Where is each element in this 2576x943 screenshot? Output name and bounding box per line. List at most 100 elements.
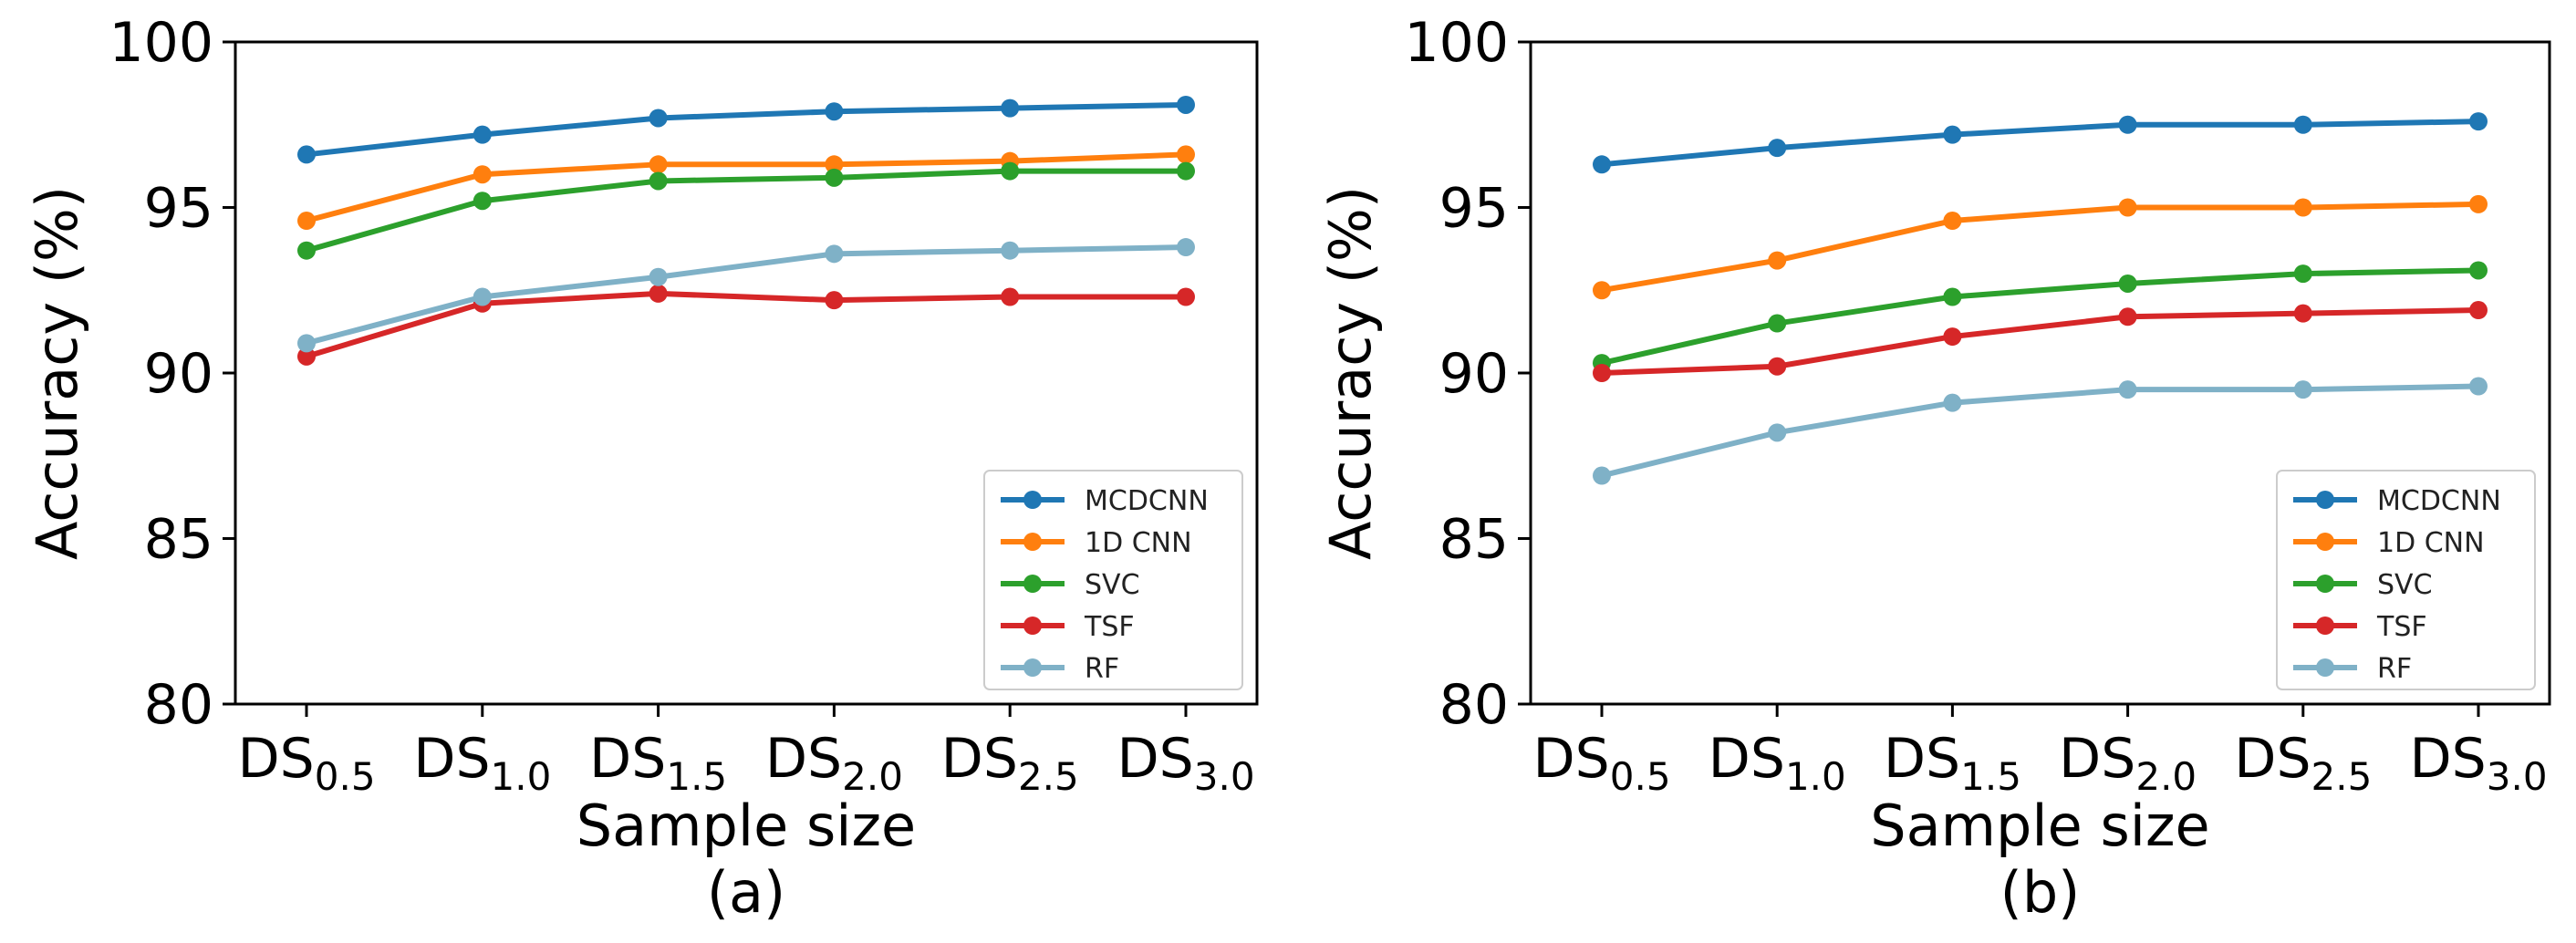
x-tick-subscript: 1.0 [491,754,552,799]
data-point [1768,423,1787,442]
x-tick-subscript: 3.0 [2487,754,2548,799]
legend-label: SVC [2377,569,2433,601]
data-point [1768,314,1787,333]
data-point [1593,155,1611,174]
x-tick-base: DS [941,727,1018,791]
x-tick-base: DS [1709,727,1785,791]
series-mcdcnn [297,95,1195,164]
x-tick-label: DS1.5 [1884,727,2021,799]
series-line [1601,267,2479,367]
legend-marker [2316,617,2334,635]
legend-label: 1D CNN [1085,527,1192,559]
x-tick-label: DS1.5 [589,727,727,799]
x-tick-subscript: 3.0 [1194,754,1255,799]
data-point [2118,380,2137,399]
x-tick-subscript: 0.5 [315,754,376,799]
x-tick-subscript: 2.0 [2135,754,2197,799]
legend-box [983,470,1243,690]
x-tick-label: DS2.5 [941,727,1079,799]
data-point [2293,304,2312,323]
legend-label: TSF [2376,611,2427,643]
data-point [1943,393,1962,412]
data-point [2469,301,2488,320]
y-tick-label: 80 [1439,673,1509,737]
x-axis-label: Sample size [576,793,916,859]
legend-box [2276,470,2536,690]
y-axis-label: Accuracy (%) [1317,186,1384,560]
x-tick-label: DS3.0 [1117,727,1254,799]
data-point [473,165,492,184]
series-1d-cnn [297,145,1195,231]
x-tick-base: DS [589,727,666,791]
data-point [297,241,316,260]
data-point [825,102,844,121]
legend-item: SVC [1001,569,1140,601]
data-point [825,168,844,187]
data-point [649,284,668,303]
data-point [649,109,668,128]
panel-label: (b) [2000,859,2081,926]
data-point [1593,364,1611,382]
data-point [297,334,316,353]
series-rf [1593,377,2488,485]
series-line [1601,201,2479,294]
legend-item: RF [1001,653,1119,685]
series-line [1601,383,2479,479]
x-tick-base: DS [1884,727,1960,791]
series-1d-cnn [1593,194,2488,300]
y-tick-label: 85 [144,508,213,572]
y-tick-label: 100 [109,11,213,75]
series-line [306,101,1187,158]
legend-marker [1023,575,1042,593]
legend-marker [1023,658,1042,677]
data-point [1593,466,1611,485]
series-line [306,168,1186,254]
data-point [1177,238,1195,257]
x-tick-base: DS [237,727,314,791]
data-point [2469,112,2488,131]
x-axis-label: Sample size [1870,793,2209,859]
data-point [1943,327,1962,347]
series-line [1601,119,2479,168]
series-svc [1593,261,2488,373]
data-point [297,145,316,164]
data-point [1768,357,1787,376]
legend-item: TSF [1001,611,1135,643]
y-tick-label: 95 [1439,177,1509,241]
x-tick-subscript: 2.5 [1018,754,1079,799]
x-tick-subscript: 2.5 [2311,754,2373,799]
legend-marker [2316,658,2334,677]
y-tick-label: 90 [1439,342,1509,406]
series-mcdcnn [1593,112,2488,174]
x-tick-label: DS1.0 [1709,727,1846,799]
legend-marker [2316,491,2334,509]
series-tsf [297,284,1195,366]
x-tick-label: DS0.5 [237,727,375,799]
legend-label: RF [2377,653,2412,685]
data-point [297,347,316,366]
x-tick-label: DS2.0 [765,727,903,799]
data-point [1943,125,1962,144]
data-point [649,171,668,191]
legend-marker [1023,491,1042,509]
x-tick-label: DS3.0 [2409,727,2547,799]
legend-label: MCDCNN [2377,485,2501,517]
legend: MCDCNN 1D CNN SVC TSF RF [983,470,1243,690]
x-tick-label: DS2.5 [2234,727,2372,799]
data-point [2118,115,2137,134]
y-tick-label: 80 [144,673,213,737]
series-svc [297,161,1195,260]
x-tick-base: DS [1117,727,1193,791]
x-tick-subscript: 2.0 [842,754,903,799]
y-tick-label: 90 [144,342,213,406]
x-tick-subscript: 1.0 [1785,754,1846,799]
y-axis-label: Accuracy (%) [24,186,90,560]
legend-label: RF [1085,653,1119,685]
data-point [825,291,844,310]
data-point [649,267,668,286]
data-point [1177,95,1195,114]
x-tick-base: DS [1532,727,1609,791]
data-point [1001,241,1020,260]
legend-label: MCDCNN [1085,485,1209,517]
